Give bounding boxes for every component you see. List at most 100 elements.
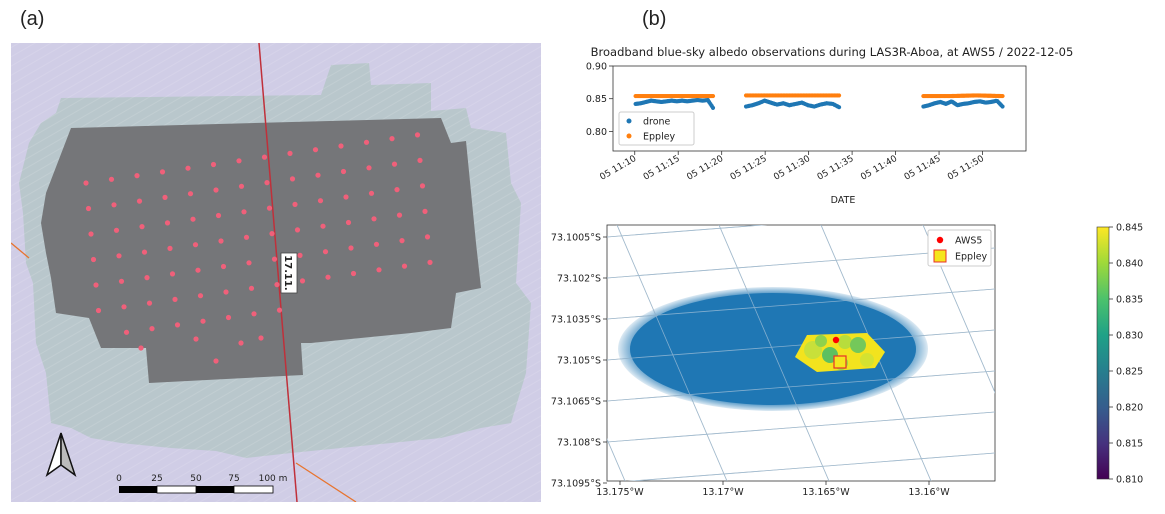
longitude-gridline <box>718 225 830 481</box>
y-tick-label: 0.80 <box>586 127 607 138</box>
x-tick-label: 05 11:25 <box>729 154 769 183</box>
scale-bar: 0 25 50 75 100 m <box>116 474 287 494</box>
orthomosaic-map: 17.11. 0 25 50 75 100 m <box>10 42 541 503</box>
latitude-gridline <box>627 452 995 481</box>
survey-point <box>373 241 380 247</box>
y-tick-label: 73.108°S <box>557 438 601 449</box>
x-axis-label: DATE <box>831 195 856 206</box>
survey-point <box>238 183 245 189</box>
survey-point <box>146 300 153 306</box>
x-tick-label: 05 11:35 <box>816 154 856 183</box>
survey-point <box>299 278 306 284</box>
survey-point <box>85 205 92 212</box>
survey-point <box>111 202 117 208</box>
survey-point <box>396 212 403 218</box>
survey-point <box>192 242 199 248</box>
survey-point <box>174 322 181 328</box>
colorbar-tick-label: 0.835 <box>1116 295 1143 306</box>
legend: AWS5 Eppley <box>927 229 992 267</box>
survey-point <box>218 238 224 244</box>
survey-point <box>251 311 257 317</box>
survey-point <box>136 198 143 204</box>
survey-point <box>371 216 377 222</box>
survey-point <box>348 245 354 251</box>
survey-point <box>141 249 148 255</box>
survey-point <box>325 274 331 280</box>
scale-tick: 75 <box>228 474 239 484</box>
survey-point <box>190 216 196 222</box>
survey-point <box>200 318 206 324</box>
footprint-map-chart: 73.1005°S 73.102°S 73.1035°S 73.105°S 73.106… <box>545 215 1165 510</box>
colorbar-tick-label: 0.830 <box>1116 331 1143 342</box>
panel-label-b: (b) <box>642 8 667 30</box>
colorbar-tick-label: 0.825 <box>1116 367 1143 378</box>
survey-point <box>261 154 268 160</box>
chart-title: Broadband blue-sky albedo observations d… <box>591 45 1074 59</box>
survey-point <box>276 307 283 313</box>
survey-point <box>271 256 278 262</box>
survey-point <box>88 231 94 237</box>
survey-point <box>90 256 97 263</box>
survey-point <box>139 224 145 230</box>
colorbar-tick-label: 0.815 <box>1116 439 1143 450</box>
survey-point <box>419 183 426 189</box>
survey-point <box>108 176 115 182</box>
legend-marker-aws5 <box>936 236 944 244</box>
survey-point <box>399 238 405 244</box>
y-tick-label: 73.105°S <box>557 356 601 367</box>
colorbar-tick-label: 0.840 <box>1116 259 1143 270</box>
survey-point <box>345 219 352 226</box>
survey-point <box>315 172 321 178</box>
survey-point <box>144 275 150 281</box>
survey-point <box>113 227 120 233</box>
y-tick-label: 73.1035°S <box>551 315 601 326</box>
survey-point <box>241 209 247 215</box>
y-tick-label: 73.1065°S <box>551 397 601 408</box>
albedo-timeseries-chart: Broadband blue-sky albedo observations d… <box>560 45 1120 210</box>
survey-point <box>322 249 329 255</box>
survey-point <box>167 245 173 251</box>
survey-point <box>266 205 273 211</box>
survey-point <box>93 282 99 288</box>
survey-point <box>424 234 431 240</box>
survey-point <box>287 150 293 156</box>
survey-point <box>164 220 171 226</box>
colorbar <box>1096 226 1110 480</box>
survey-point <box>248 285 255 291</box>
panel-label-a: (a) <box>20 8 45 30</box>
data-point-eppley <box>710 93 716 99</box>
survey-point <box>121 304 127 310</box>
survey-point <box>417 157 423 163</box>
y-tick-label: 0.85 <box>586 94 607 105</box>
survey-point <box>138 345 144 351</box>
survey-point <box>149 326 155 332</box>
data-point-drone <box>710 105 716 110</box>
y-tick-label: 73.1005°S <box>551 233 601 244</box>
colorbar-tick-label: 0.845 <box>1116 223 1143 234</box>
colorbar-tick-label: 0.810 <box>1116 475 1143 486</box>
survey-point <box>162 194 168 200</box>
survey-point <box>83 180 89 186</box>
latitude-gridline <box>607 329 995 361</box>
survey-point <box>223 289 229 295</box>
survey-point <box>213 358 219 364</box>
aws5-marker <box>832 336 840 344</box>
survey-point <box>243 234 250 240</box>
scale-tick: 0 <box>116 474 122 484</box>
latitude-gridline <box>607 288 995 320</box>
survey-point <box>169 271 176 277</box>
survey-point <box>134 173 140 179</box>
legend: drone Eppley <box>618 111 695 146</box>
survey-point <box>343 194 349 200</box>
y-tick-label: 73.102°S <box>557 274 601 285</box>
survey-point <box>195 267 201 273</box>
survey-point <box>236 158 242 164</box>
legend-marker-eppley <box>626 133 632 139</box>
survey-point <box>340 168 347 175</box>
data-point-drone <box>1000 104 1005 109</box>
survey-point <box>294 227 301 233</box>
legend-marker-eppley <box>933 249 947 263</box>
y-tick-label: 0.90 <box>586 62 607 73</box>
longitude-gridline <box>922 225 995 394</box>
longitude-gridline <box>616 225 728 481</box>
